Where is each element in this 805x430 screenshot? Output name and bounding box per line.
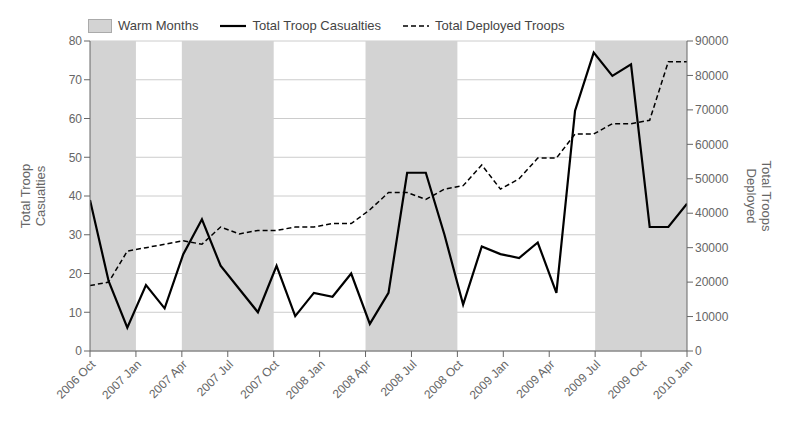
svg-text:40000: 40000 [695, 206, 729, 220]
svg-text:60000: 60000 [695, 138, 729, 152]
svg-text:2008 Jan: 2008 Jan [283, 357, 328, 402]
svg-text:2007 Oct: 2007 Oct [238, 357, 283, 402]
svg-text:2009 Apr: 2009 Apr [514, 357, 558, 401]
svg-text:20000: 20000 [695, 275, 729, 289]
svg-text:0: 0 [75, 344, 82, 358]
svg-text:80000: 80000 [695, 69, 729, 83]
svg-text:30: 30 [69, 228, 83, 242]
svg-text:20: 20 [69, 267, 83, 281]
svg-text:2007 Apr: 2007 Apr [146, 357, 190, 401]
html-text:Total Troop Casualties: Total Troop Casualties [252, 18, 381, 33]
svg-text:50000: 50000 [695, 172, 729, 186]
svg-text:2007 Jan: 2007 Jan [99, 357, 144, 402]
svg-text:10: 10 [69, 306, 83, 320]
svg-text:30000: 30000 [695, 241, 729, 255]
svg-text:60: 60 [69, 112, 83, 126]
svg-text:0: 0 [695, 344, 702, 358]
svg-text:40: 40 [69, 189, 83, 203]
svg-text:Total TroopCasualties: Total TroopCasualties [17, 164, 47, 228]
svg-text:90000: 90000 [695, 34, 729, 48]
svg-text:2009 Oct: 2009 Oct [605, 357, 650, 402]
html-text:Total Deployed Troops: Total Deployed Troops [435, 18, 565, 33]
svg-text:80: 80 [69, 34, 83, 48]
svg-text:2008 Apr: 2008 Apr [330, 357, 374, 401]
svg-text:2009 Jul: 2009 Jul [561, 357, 603, 399]
svg-text:2008 Oct: 2008 Oct [421, 357, 466, 402]
svg-text:10000: 10000 [695, 310, 729, 324]
svg-text:2010 Jan: 2010 Jan [650, 357, 695, 402]
svg-text:70000: 70000 [695, 103, 729, 117]
svg-text:2008 Jul: 2008 Jul [378, 357, 420, 399]
svg-text:2007 Jul: 2007 Jul [194, 357, 236, 399]
svg-text:2009 Jan: 2009 Jan [467, 357, 512, 402]
svg-text:Total TroopsDeployed: Total TroopsDeployed [744, 161, 774, 232]
svg-text:2006 Oct: 2006 Oct [54, 357, 99, 402]
svg-text:70: 70 [69, 73, 83, 87]
html-text:Warm Months: Warm Months [118, 18, 199, 33]
svg-text:50: 50 [69, 151, 83, 165]
